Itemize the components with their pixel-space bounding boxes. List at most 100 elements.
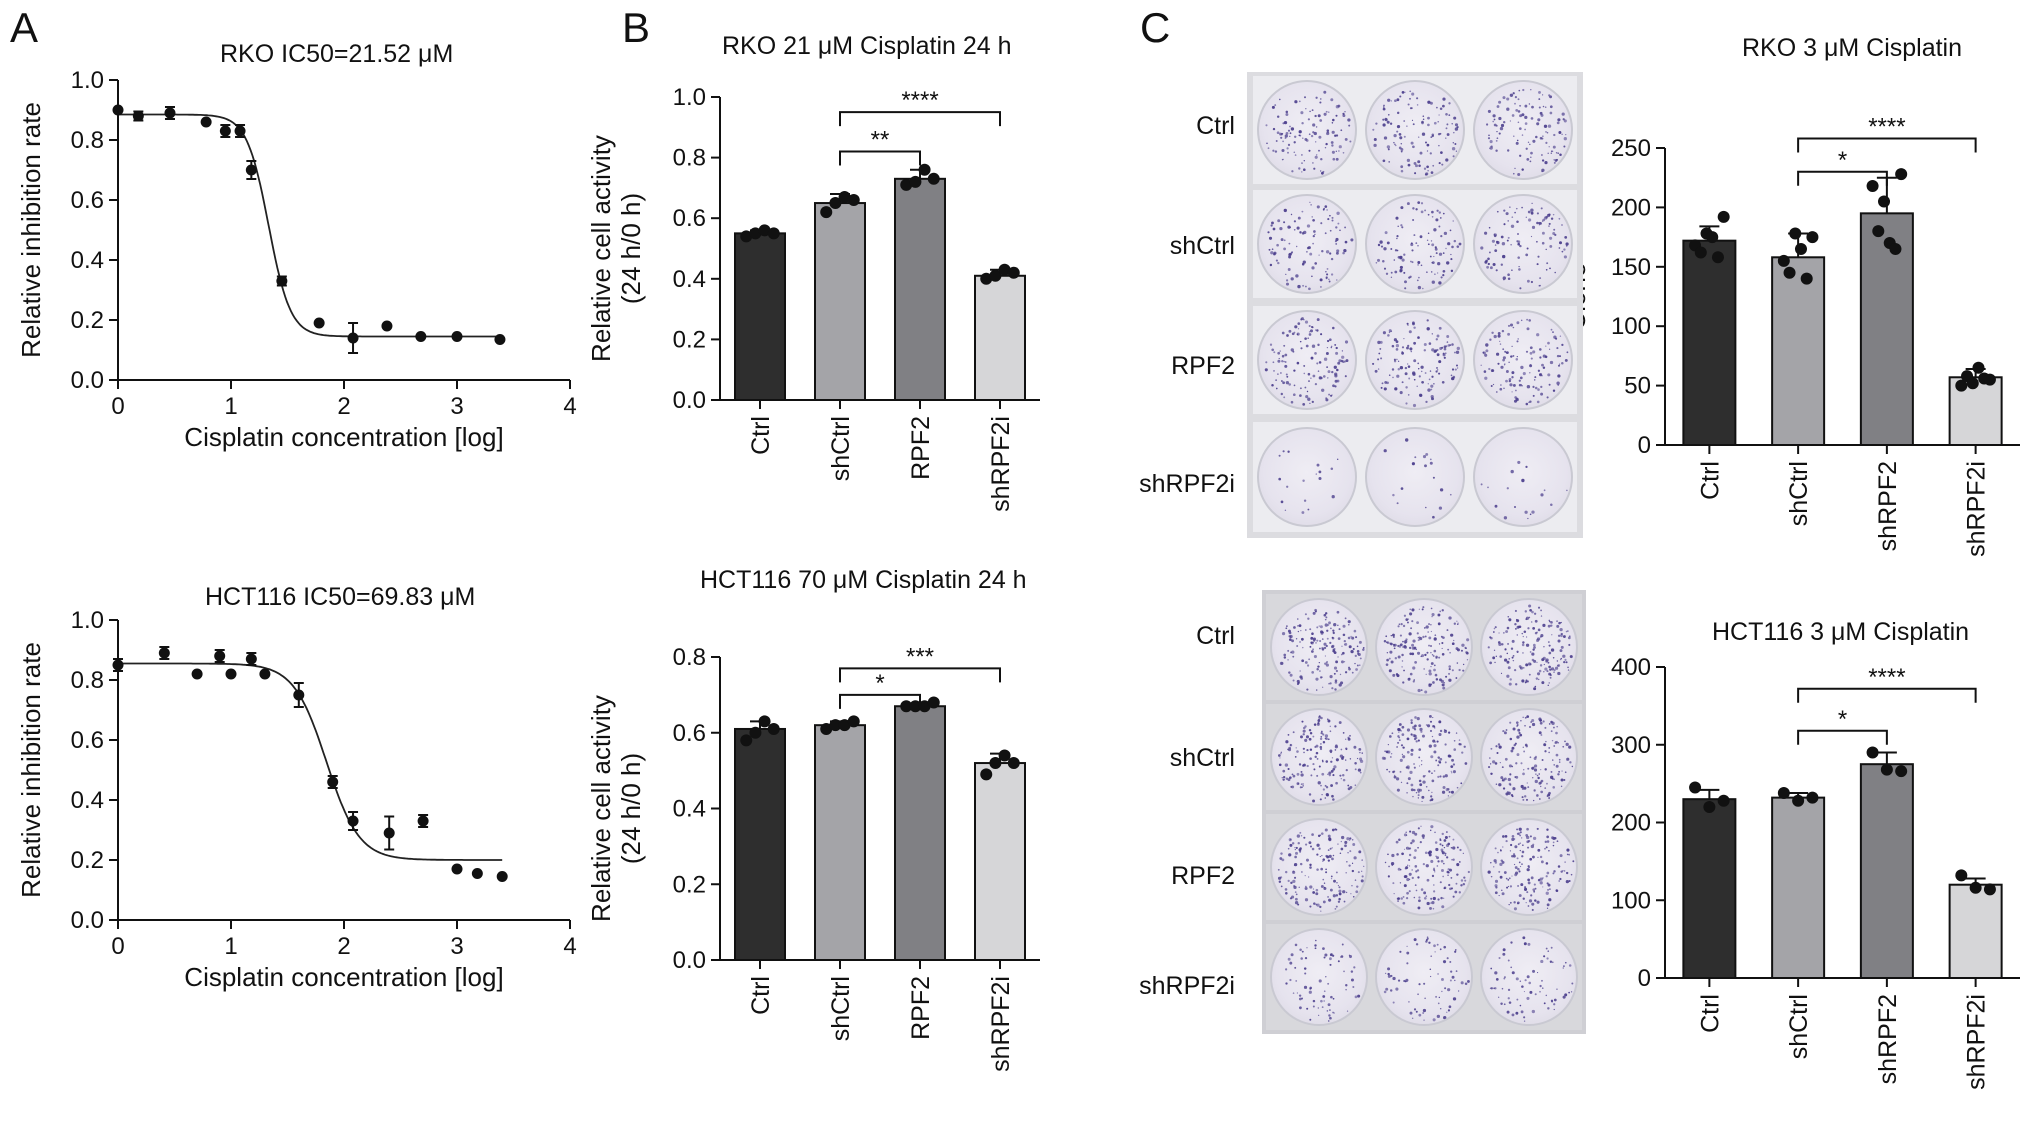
culture-dish	[1269, 598, 1368, 696]
colonies	[1267, 201, 1354, 291]
culture-dish	[1374, 928, 1473, 1026]
plate-row	[1266, 814, 1582, 920]
y-tick-label: 0	[1638, 965, 1651, 992]
significance-label: **	[871, 127, 890, 154]
y-tick-label: 0.6	[673, 205, 706, 232]
data-point	[164, 107, 176, 119]
data-point	[829, 197, 842, 210]
data-point	[1794, 242, 1807, 255]
data-point	[900, 178, 913, 191]
culture-dish	[1269, 708, 1368, 806]
plate-row	[1253, 190, 1577, 298]
data-point	[1800, 272, 1813, 285]
y-tick-label: 100	[1611, 887, 1651, 914]
data-point	[998, 749, 1011, 762]
data-point	[758, 224, 771, 237]
data-point	[158, 647, 170, 659]
chart-title-hct116-ic50: HCT116 IC50=69.83 μM	[205, 583, 476, 611]
data-point	[234, 125, 246, 137]
data-point	[820, 206, 833, 219]
plate-row	[1266, 704, 1582, 810]
data-point	[740, 230, 753, 243]
y-tick-label: 0.8	[71, 667, 104, 694]
bar	[1682, 798, 1737, 979]
significance-bracket	[839, 111, 1001, 127]
y-tick-label: 0.6	[71, 727, 104, 754]
bar	[1859, 763, 1914, 979]
colonies	[1383, 606, 1470, 694]
x-tick-label: RPF2	[907, 416, 935, 480]
y-axis-label-units: (24 h/0 h)	[616, 753, 646, 864]
data-point	[347, 332, 359, 344]
data-point	[214, 650, 226, 662]
colonies	[1264, 317, 1349, 406]
colonies	[1480, 460, 1568, 520]
data-point	[112, 104, 124, 116]
chart-title-rko-activity: RKO 21 μM Cisplatin 24 h	[722, 32, 1012, 60]
x-tick-label: shRPF2	[1874, 994, 1902, 1084]
data-point	[276, 275, 288, 287]
data-point	[998, 263, 1011, 276]
bar	[1771, 796, 1826, 979]
x-tick-label: shCtrl	[827, 976, 855, 1041]
y-tick-label: 250	[1611, 135, 1651, 162]
culture-dish	[1365, 427, 1465, 527]
data-point	[989, 757, 1002, 770]
y-tick-label: 0.2	[71, 307, 104, 334]
data-point	[451, 331, 463, 342]
rko-plate-photo	[1247, 72, 1583, 538]
data-point	[1777, 254, 1790, 267]
colonies	[1383, 438, 1452, 519]
data-point	[1007, 757, 1020, 770]
data-point	[1866, 180, 1879, 193]
data-point	[918, 700, 931, 713]
y-tick-label: 0.0	[71, 907, 104, 934]
panel-label-a: A	[10, 4, 39, 51]
data-point	[471, 868, 483, 879]
data-point	[1711, 251, 1724, 264]
y-tick-label: 0.0	[673, 387, 706, 414]
colonies	[1480, 202, 1569, 290]
significance-bracket	[1797, 729, 1888, 745]
colonies	[1372, 319, 1460, 408]
data-point	[1789, 227, 1802, 240]
data-point	[1792, 794, 1805, 807]
data-point	[1895, 765, 1908, 778]
x-tick-label: 4	[563, 393, 576, 420]
y-tick-label: 150	[1611, 254, 1651, 281]
data-point	[847, 715, 860, 728]
bar	[894, 177, 946, 401]
colonies	[1279, 608, 1365, 691]
colonies	[1375, 201, 1462, 290]
chart-title-rko-clone: RKO 3 μM Cisplatin	[1742, 34, 1963, 62]
data-point	[132, 110, 144, 122]
data-point	[980, 272, 993, 285]
data-point	[1972, 361, 1985, 374]
data-point	[1983, 373, 1996, 386]
data-point	[1955, 869, 1968, 882]
data-point	[112, 659, 124, 671]
data-point	[417, 815, 429, 827]
bar	[974, 274, 1026, 401]
y-tick-label: 0.4	[71, 247, 104, 274]
significance-label: *	[1838, 147, 1847, 174]
culture-dish	[1257, 310, 1357, 410]
data-point	[909, 175, 922, 188]
colonies	[1384, 825, 1470, 910]
plate-label-rko-shrpf2i: shRPF2i	[1139, 470, 1235, 498]
y-tick-label: 1.0	[673, 84, 706, 111]
culture-dish	[1374, 818, 1473, 916]
x-tick-label: shRPF2i	[987, 416, 1015, 512]
bar	[814, 202, 866, 401]
plate-row	[1253, 76, 1577, 184]
data-point	[1889, 242, 1902, 255]
x-tick-label: shRPF2	[1874, 461, 1902, 551]
y-tick-label: 0.8	[673, 145, 706, 172]
fit-curve	[118, 113, 503, 338]
y-tick-label: 1.0	[71, 67, 104, 94]
data-point	[1880, 763, 1893, 776]
colonies	[1372, 90, 1459, 176]
data-point	[415, 331, 427, 342]
data-point	[383, 827, 395, 839]
x-tick-label: shCtrl	[1785, 461, 1813, 526]
